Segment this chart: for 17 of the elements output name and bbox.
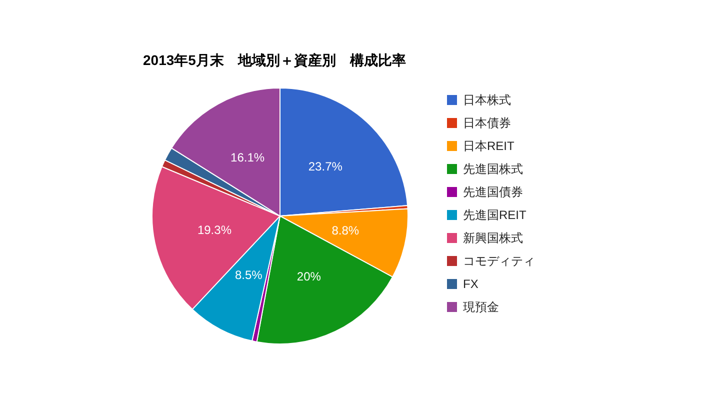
chart-title: 2013年5月末 地域別＋資産別 構成比率: [143, 52, 406, 68]
data-label: 8.8%: [332, 224, 360, 238]
data-label: 20%: [296, 269, 322, 284]
legend-label: 先進国債券: [463, 185, 523, 199]
legend-label: 日本株式: [463, 93, 511, 107]
legend-label: 日本REIT: [463, 139, 516, 153]
data-label: 8.5%: [234, 268, 263, 282]
legend-label: 先進国REIT: [463, 208, 528, 222]
legend-label: 先進国株式: [463, 162, 523, 176]
legend-label: 日本債券: [463, 116, 511, 130]
data-label: 16.1%: [230, 150, 265, 164]
legend-label: コモディティ: [463, 254, 535, 268]
legend-label: 現預金: [463, 300, 499, 314]
data-label: 19.3%: [197, 223, 232, 237]
legend-label: FX: [463, 277, 478, 291]
data-label: 23.7%: [308, 160, 343, 174]
legend-label: 新興国株式: [463, 231, 523, 245]
